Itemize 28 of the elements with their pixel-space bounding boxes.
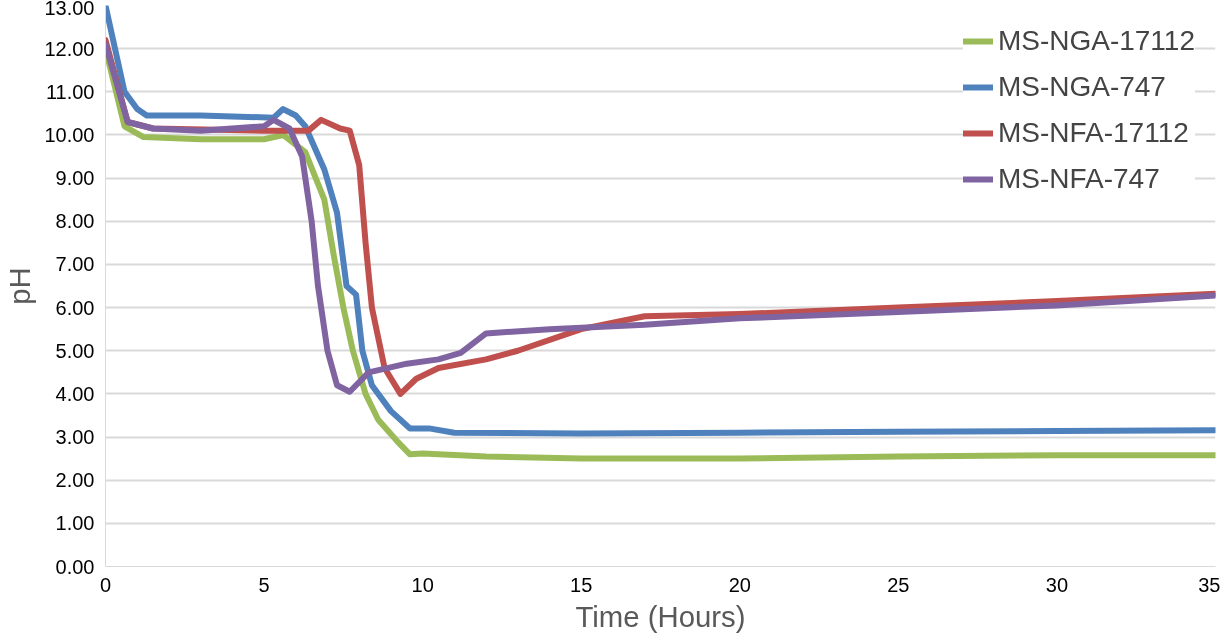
y-tick-label: 2.00 bbox=[55, 469, 95, 492]
y-tick-label: 0.00 bbox=[55, 555, 95, 578]
legend-label: MS-NFA-17112 bbox=[997, 117, 1189, 149]
y-tick-label: 12.00 bbox=[44, 37, 95, 60]
x-tick-label: 10 bbox=[411, 573, 434, 596]
y-tick-label: 10.00 bbox=[44, 123, 95, 146]
y-tick-label: 6.00 bbox=[55, 296, 95, 319]
x-tick-label: 15 bbox=[570, 573, 593, 596]
x-tick-label: 30 bbox=[1045, 573, 1069, 596]
y-tick-label: 3.00 bbox=[55, 426, 95, 449]
y-axis-title: pH bbox=[3, 267, 37, 305]
x-tick-label: 0 bbox=[99, 573, 112, 596]
y-tick-label: 8.00 bbox=[55, 210, 95, 233]
y-tick-label: 13.00 bbox=[44, 0, 95, 19]
y-tick-label: 9.00 bbox=[55, 167, 95, 190]
x-tick-label: 5 bbox=[258, 573, 270, 596]
y-tick-label: 4.00 bbox=[55, 382, 95, 405]
y-tick-label: 7.00 bbox=[55, 253, 95, 276]
y-tick-label: 5.00 bbox=[55, 339, 95, 362]
x-tick-label: 35 bbox=[1198, 573, 1221, 596]
legend-label: MS-NFA-747 bbox=[997, 163, 1160, 195]
legend-label: MS-NGA-747 bbox=[997, 71, 1166, 103]
x-tick-label: 20 bbox=[728, 573, 751, 596]
y-tick-label: 11.00 bbox=[45, 80, 95, 103]
y-tick-label: 1.00 bbox=[55, 512, 95, 535]
legend-label: MS-NGA-17112 bbox=[997, 25, 1195, 57]
x-tick-label: 25 bbox=[887, 573, 910, 596]
x-axis-title: Time (Hours) bbox=[575, 599, 746, 633]
